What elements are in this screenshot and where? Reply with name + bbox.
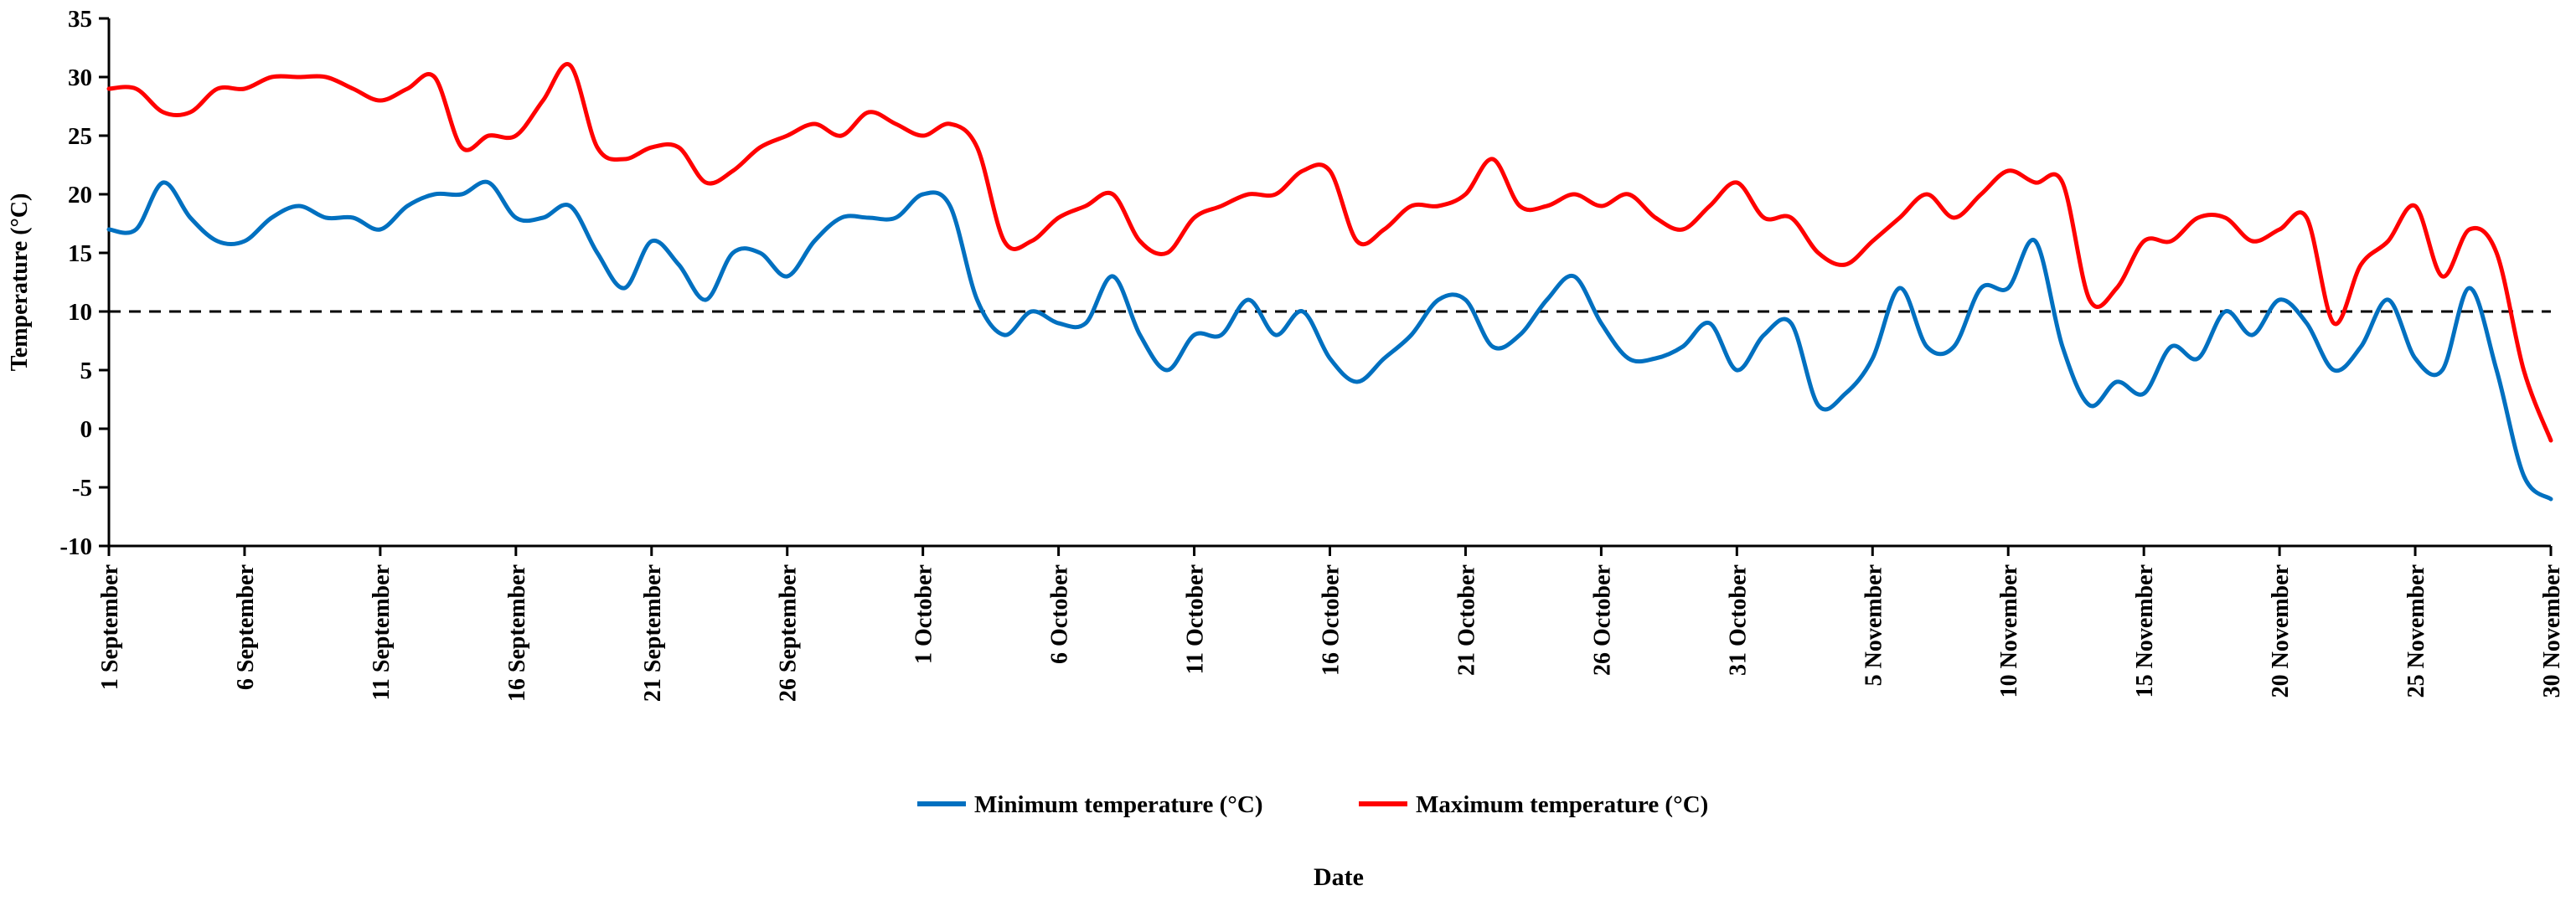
- x-tick-label: 25 November: [2403, 564, 2429, 698]
- y-tick-label: 20: [68, 182, 92, 209]
- x-tick-label: 30 November: [2539, 564, 2565, 698]
- x-tick-label: 26 October: [1589, 564, 1615, 676]
- y-tick-label: -5: [72, 475, 92, 502]
- y-tick-label: 35: [68, 6, 92, 33]
- legend-max-label: Maximum temperature (°C): [1416, 791, 1708, 818]
- x-tick-label: 11 September: [369, 564, 395, 701]
- x-tick-label: 21 October: [1453, 564, 1479, 676]
- x-tick-label: 10 November: [1996, 564, 2022, 698]
- y-tick-label: 5: [80, 358, 93, 384]
- x-tick-label: 21 September: [640, 564, 666, 702]
- x-tick-label: 16 October: [1319, 564, 1345, 676]
- x-tick-label: 31 October: [1725, 564, 1751, 676]
- x-tick-label: 11 October: [1183, 564, 1209, 674]
- x-ticks: 1 September 6 September 11 September 16 Sep…: [97, 546, 2565, 702]
- x-tick-label: 6 September: [233, 564, 259, 690]
- series-line-maximum-temperature: [106, 62, 2553, 443]
- legend-min-label: Minimum temperature (°C): [974, 791, 1262, 818]
- x-tick-label: 1 October: [911, 564, 937, 664]
- x-tick-label: 20 November: [2268, 564, 2294, 698]
- legend: Minimum temperature (°C) Maximum tempera…: [917, 791, 1708, 818]
- x-tick-label: 5 November: [1861, 564, 1887, 686]
- series-line-minimum-temperature: [106, 179, 2553, 502]
- y-tick-label: 15: [68, 240, 92, 267]
- y-tick-label: 30: [68, 64, 92, 91]
- series-layer: [106, 62, 2553, 502]
- y-tick-label: 25: [68, 123, 92, 150]
- y-tick-label: 0: [80, 416, 93, 443]
- y-ticks: 35 30 25 20 15 10 5 0 -5 -10: [59, 6, 109, 560]
- y-tick-label: 10: [68, 299, 92, 326]
- x-tick-label: 15 November: [2132, 564, 2158, 698]
- x-tick-label: 26 September: [776, 564, 802, 702]
- y-tick-label: -10: [59, 533, 92, 560]
- x-tick-label: 16 September: [504, 564, 530, 702]
- axes-layer: [107, 18, 2551, 548]
- y-axis-label: Temperature (°C): [7, 193, 33, 372]
- x-axis-label: Date: [1314, 863, 1364, 891]
- x-tick-label: 1 September: [97, 564, 123, 690]
- x-tick-label: 6 October: [1047, 564, 1073, 664]
